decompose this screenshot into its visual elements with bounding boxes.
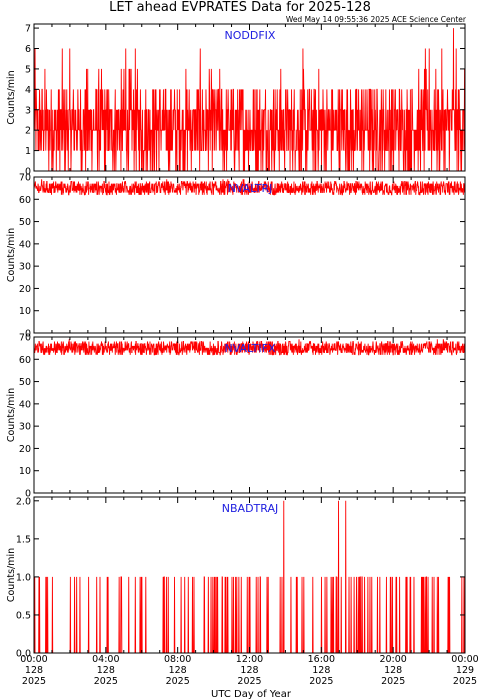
y-tick-label: 0 bbox=[25, 167, 31, 178]
y-tick-label: 60 bbox=[19, 195, 31, 206]
y-tick-label: 0 bbox=[25, 329, 31, 340]
y-tick-label: 40 bbox=[19, 399, 31, 410]
y-tick-label: 4 bbox=[25, 85, 31, 96]
y-tick-label: 10 bbox=[19, 306, 31, 317]
x-axis-label: UTC Day of Year bbox=[211, 689, 292, 700]
y-tick-label: 3 bbox=[25, 105, 31, 116]
y-tick-label: 40 bbox=[19, 239, 31, 250]
series-line-nvaltrj bbox=[33, 179, 466, 196]
y-tick-label: 1.5 bbox=[16, 534, 31, 545]
panels: 0 1 2 3 4 5 6 7 Counts/min NODDFIX 0 10 20 30 40 50 60 70… bbox=[6, 23, 466, 660]
x-tick-label: 129 bbox=[456, 665, 474, 676]
panel-nvaltrj: 0 10 20 30 40 50 60 70 Counts/min NVALTRJ bbox=[6, 173, 466, 340]
y-tick-label: 1 bbox=[25, 146, 31, 157]
y-tick-label: 5 bbox=[25, 64, 31, 75]
panel-frame bbox=[33, 336, 466, 494]
x-tick-label: 2025 bbox=[166, 676, 190, 687]
panel-label: NBADTRAJ bbox=[222, 502, 278, 515]
x-tick-label: 128 bbox=[312, 665, 330, 676]
series-line-noddfix bbox=[33, 28, 466, 172]
panel-label: NVALTIFX bbox=[224, 342, 275, 355]
x-tick-label: 2025 bbox=[237, 676, 261, 687]
y-tick-label: 2 bbox=[25, 126, 31, 137]
x-tick-label: 2025 bbox=[453, 676, 477, 687]
y-tick-label: 10 bbox=[19, 466, 31, 477]
y-tick-label: 20 bbox=[19, 444, 31, 455]
y-tick-label: 70 bbox=[19, 333, 31, 344]
series-line-nbadtraj bbox=[33, 500, 465, 654]
x-tick-label: 2025 bbox=[22, 676, 46, 687]
y-tick-label: 50 bbox=[19, 377, 31, 388]
x-tick-label: 128 bbox=[240, 665, 258, 676]
y-axis-label: Counts/min bbox=[6, 70, 17, 124]
series-line-nvaltifx bbox=[33, 339, 466, 356]
x-tick-label: 128 bbox=[384, 665, 402, 676]
y-axis-label: Counts/min bbox=[6, 388, 17, 442]
y-tick-label: 70 bbox=[19, 173, 31, 184]
y-tick-label: 60 bbox=[19, 355, 31, 366]
y-tick-label: 0.5 bbox=[16, 610, 31, 621]
y-tick-label: 20 bbox=[19, 284, 31, 295]
x-tick-label: 16:00 bbox=[308, 654, 335, 665]
x-tick-label: 128 bbox=[25, 665, 43, 676]
x-tick-label: 128 bbox=[97, 665, 115, 676]
y-axis-label: Counts/min bbox=[6, 228, 17, 282]
panel-frame bbox=[33, 176, 466, 334]
y-tick-label: 0 bbox=[25, 489, 31, 500]
x-tick-label: 00:00 bbox=[451, 654, 478, 665]
y-tick-label: 7 bbox=[25, 24, 31, 35]
y-tick-label: 50 bbox=[19, 217, 31, 228]
x-tick-label: 2025 bbox=[381, 676, 405, 687]
panel-noddfix: 0 1 2 3 4 5 6 7 Counts/min NODDFIX bbox=[6, 23, 466, 178]
panel-label: NODDFIX bbox=[225, 29, 276, 42]
x-tick-label: 2025 bbox=[94, 676, 118, 687]
timestamp-text: Wed May 14 09:55:36 2025 ACE Science Cen… bbox=[286, 15, 467, 24]
x-tick-label: 128 bbox=[169, 665, 187, 676]
chart-title: LET ahead EVPRATES Data for 2025-128 bbox=[109, 0, 371, 15]
x-tick-label: 00:00 bbox=[20, 654, 47, 665]
y-tick-label: 30 bbox=[19, 422, 31, 433]
panel-label: NVALTRJ bbox=[228, 182, 273, 195]
x-axis-ticks: 00:00128202504:00128202508:00128202512:0… bbox=[20, 654, 478, 687]
y-tick-label: 0.0 bbox=[16, 649, 31, 660]
panel-nbadtraj: 0.0 0.5 1.0 1.5 2.0 Counts/min NBADTRAJ bbox=[6, 496, 466, 660]
y-tick-label: 30 bbox=[19, 262, 31, 273]
x-tick-label: 08:00 bbox=[164, 654, 191, 665]
panel-nvaltifx: 0 10 20 30 40 50 60 70 Counts/min NVALTIFX bbox=[6, 333, 466, 500]
y-tick-label: 1.0 bbox=[16, 572, 31, 583]
y-tick-label: 6 bbox=[25, 44, 31, 55]
x-tick-label: 12:00 bbox=[236, 654, 263, 665]
x-tick-label: 20:00 bbox=[379, 654, 406, 665]
x-tick-label: 04:00 bbox=[92, 654, 119, 665]
x-tick-label: 2025 bbox=[309, 676, 333, 687]
y-axis-label: Counts/min bbox=[6, 548, 17, 602]
y-tick-label: 2.0 bbox=[16, 496, 31, 507]
